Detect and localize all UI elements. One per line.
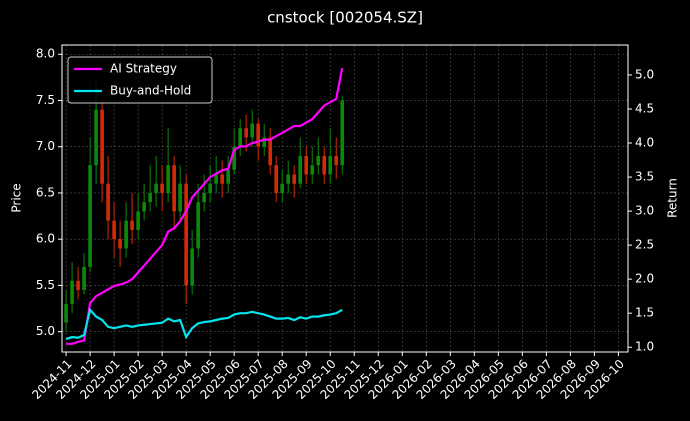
candle-body <box>118 239 122 249</box>
candle-body <box>136 211 140 230</box>
y2-tick-label: 1.5 <box>635 306 654 320</box>
candle-body <box>262 137 266 147</box>
candle-body <box>142 202 146 212</box>
candle-body <box>172 165 176 212</box>
candle-body <box>154 183 158 193</box>
candle-body <box>124 220 128 249</box>
candle-body <box>106 183 110 221</box>
y-tick-label: 6.0 <box>36 232 55 246</box>
candle-body <box>328 155 333 175</box>
candle-body <box>202 192 206 203</box>
candle-body <box>256 123 260 147</box>
candle-body <box>178 183 182 212</box>
candle-body <box>190 248 194 286</box>
y-tick-label: 6.5 <box>36 185 55 199</box>
candle-body <box>184 183 188 286</box>
candle-body <box>220 174 224 184</box>
candle-body <box>274 165 279 193</box>
candle-body <box>238 128 242 147</box>
candle-body <box>286 174 291 184</box>
plot-frame <box>61 44 629 353</box>
candle-body <box>214 174 218 184</box>
y2-tick-label: 1.0 <box>635 340 654 354</box>
y-tick-label: 5.0 <box>36 324 55 338</box>
y2-tick-label: 5.0 <box>635 67 654 81</box>
candle-body <box>64 303 68 323</box>
y-tick-label: 5.5 <box>36 278 55 292</box>
y2-tick-label: 4.5 <box>635 101 654 115</box>
legend: AI Strategy Buy-and-Hold <box>67 56 213 104</box>
candle-body <box>160 183 164 193</box>
candle-body <box>322 155 327 175</box>
y2-axis-label: Return <box>666 178 680 218</box>
candle-body <box>340 100 345 166</box>
chart-title: cnstock [002054.SZ] <box>267 9 423 27</box>
candle-body <box>112 220 116 240</box>
candle-body <box>148 192 152 203</box>
candle-body <box>298 155 303 184</box>
candle-body <box>310 165 315 175</box>
y2-tick-label: 3.5 <box>635 170 654 184</box>
candle-body <box>130 220 134 230</box>
y-tick-label: 8.0 <box>36 47 55 61</box>
candle-body <box>232 146 236 170</box>
y2-tick-label: 4.0 <box>635 136 654 150</box>
candle-body <box>100 109 104 184</box>
line-series <box>66 67 344 345</box>
candle-body <box>196 202 200 249</box>
candle-body <box>94 109 98 166</box>
y-axis-label: Price <box>10 183 24 212</box>
y2-tick-label: 3.0 <box>635 204 654 218</box>
legend-box <box>67 56 213 104</box>
candle-body <box>226 169 230 184</box>
candle-body <box>268 137 272 166</box>
y2-tick-label: 2.5 <box>635 238 654 252</box>
candle-body <box>88 165 92 267</box>
candle-body <box>208 183 212 193</box>
candle-body <box>76 280 80 291</box>
legend-label: Buy-and-Hold <box>110 84 191 98</box>
y-tick-label: 7.0 <box>36 139 55 153</box>
candle-body <box>304 155 309 175</box>
candle-body <box>292 174 297 184</box>
candle-body <box>166 165 170 193</box>
candle-body <box>280 183 285 193</box>
legend-label: AI Strategy <box>110 62 177 76</box>
candle-body <box>316 155 321 166</box>
candle-body <box>244 128 248 138</box>
line-series <box>65 307 343 341</box>
y2-tick-label: 2.0 <box>635 272 654 286</box>
candle-body <box>250 123 254 138</box>
y-tick-label: 7.5 <box>36 93 55 107</box>
candle-body <box>82 266 86 291</box>
candle-body <box>334 155 339 166</box>
candle-body <box>70 280 74 304</box>
